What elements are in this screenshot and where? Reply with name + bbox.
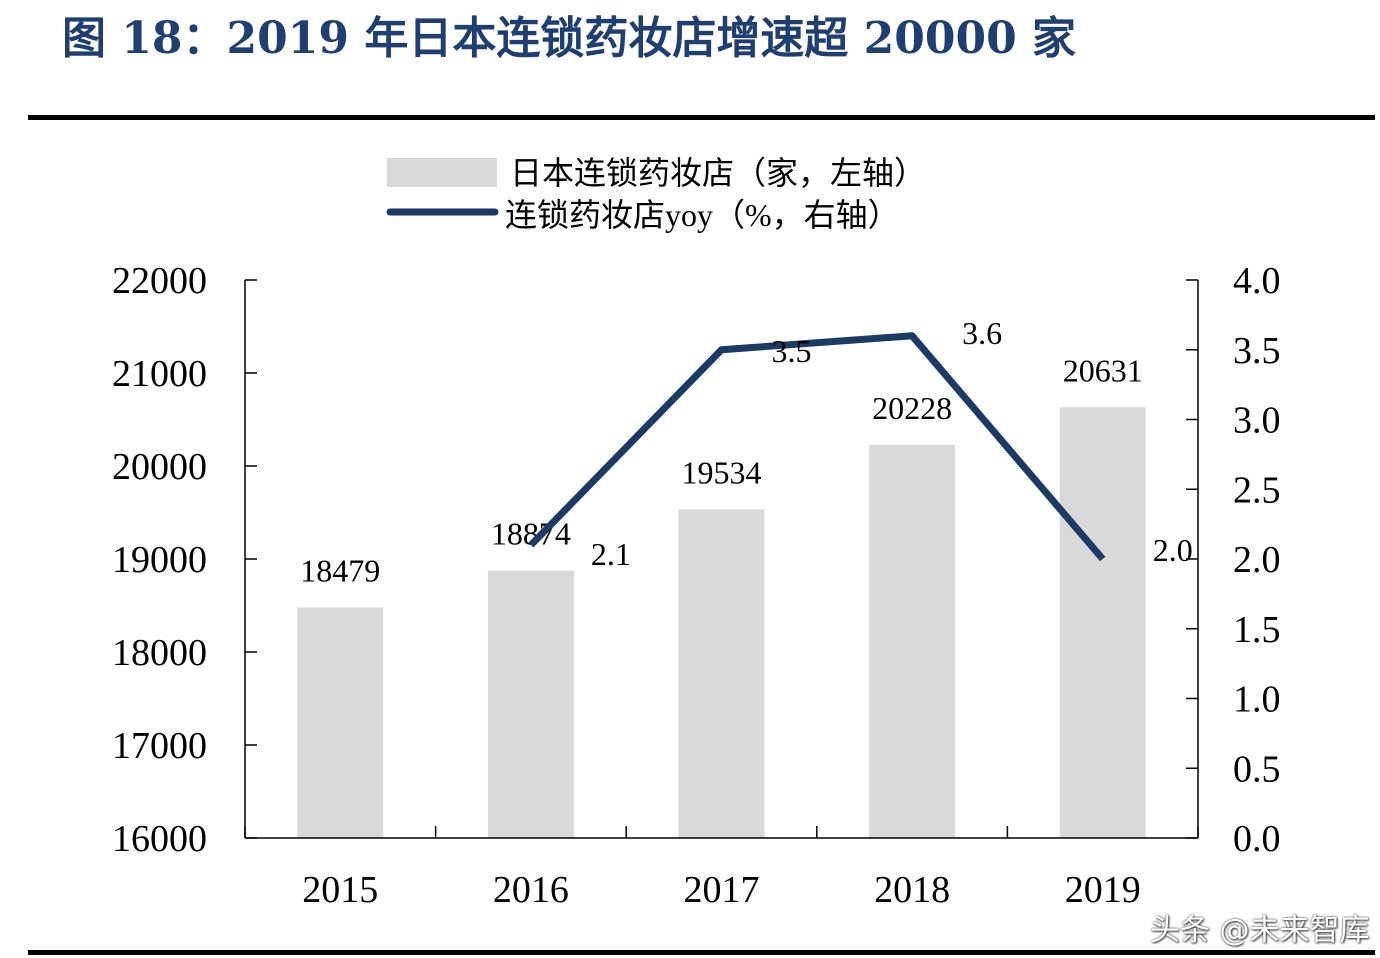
right-tick-label: 2.0 (1233, 539, 1281, 581)
right-tick-label: 3.0 (1233, 400, 1281, 442)
right-tick-label: 0.5 (1233, 748, 1281, 790)
legend-bar-label: 日本连锁药妆店（家，左轴） (510, 155, 926, 191)
figure-title: 图 18：2019 年日本连锁药妆店增速超 20000 家 (62, 13, 1077, 64)
yoy-label-2017: 3.5 (772, 333, 812, 369)
right-tick-label: 3.5 (1233, 330, 1281, 372)
legend-line-label: 连锁药妆店yoy（%，右轴） (505, 197, 900, 233)
right-tick-label: 1.5 (1233, 609, 1281, 651)
x-tick-label-2017: 2017 (684, 869, 760, 911)
left-tick-label: 21000 (112, 353, 207, 395)
left-tick-label: 19000 (112, 539, 207, 581)
yoy-label-2016: 2.1 (591, 536, 631, 572)
x-tick-label-2016: 2016 (493, 869, 569, 911)
bar-label-2017: 19534 (682, 454, 762, 490)
right-tick-label: 1.0 (1233, 679, 1281, 721)
x-tick-label-2019: 2019 (1065, 869, 1141, 911)
left-tick-label: 20000 (112, 446, 207, 488)
yoy-label-2018: 3.6 (962, 315, 1002, 351)
right-tick-label: 4.0 (1233, 260, 1281, 302)
top-rule (28, 115, 1375, 120)
right-tick-label: 2.5 (1233, 469, 1281, 511)
bar-2015 (297, 607, 384, 838)
bar-2018 (869, 444, 956, 838)
yoy-label-2019: 2.0 (1153, 532, 1193, 568)
x-tick-label-2018: 2018 (874, 869, 950, 911)
bar-2019 (1059, 407, 1146, 838)
watermark: 头条 @未来智库 (1150, 913, 1370, 948)
bottom-rule (28, 950, 1375, 955)
x-tick-label-2015: 2015 (302, 869, 378, 911)
legend-bar-swatch (387, 158, 497, 187)
bar-2016 (487, 570, 574, 838)
bar-2017 (678, 509, 765, 838)
bar-label-2015: 18479 (300, 552, 380, 588)
left-tick-label: 17000 (112, 725, 207, 767)
left-tick-label: 22000 (112, 260, 207, 302)
right-tick-label: 0.0 (1233, 818, 1281, 860)
bar-label-2019: 20631 (1063, 352, 1143, 388)
left-tick-label: 18000 (112, 632, 207, 674)
bar-label-2018: 20228 (872, 390, 952, 426)
left-tick-label: 16000 (112, 818, 207, 860)
yoy-line (528, 332, 1106, 562)
